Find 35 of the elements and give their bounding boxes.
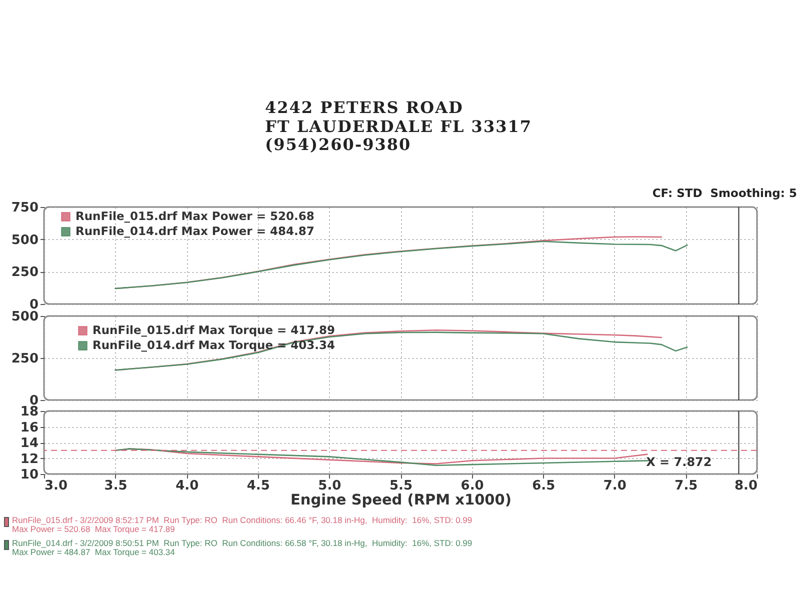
text: RunFile_015.drf - 3/2/2009 8:52:17 PM Run Type: RO Run Conditions: 66.46 °F, 30.18 in-Hg, Humidity: 16%, STD: 0.99	[12, 515, 472, 525]
text: RunFile_014.drf - 3/2/2009 8:50:51 PM Run Type: RO Run Conditions: 66.58 °F, 30.18 in-Hg, Humidity: 16%, STD: 0.99	[12, 538, 472, 548]
text: 4242 PETERS ROAD	[265, 98, 464, 118]
text: Max Power = 520.68 Max Torque = 417.89	[12, 524, 175, 534]
legend-label: RunFile_014.drf Max Power = 484.87	[76, 224, 314, 238]
y-tick-label: 12	[20, 452, 38, 467]
x-tick-label: 5.5	[389, 478, 413, 494]
y-tick-label: 750	[11, 200, 38, 216]
text: (954)260-9380	[265, 135, 412, 154]
y-tick-label: 10	[20, 468, 38, 482]
y-tick-label: 500	[11, 310, 38, 324]
y-tick-label: 18	[20, 404, 38, 420]
y-tick-label: 14	[20, 436, 38, 451]
legend-label: RunFile_015.drf Max Torque = 417.89	[92, 322, 336, 337]
x-tick-label: 4.5	[246, 478, 270, 494]
y-tick-label: 0	[29, 298, 38, 312]
x-tick-label: 4.0	[176, 478, 199, 494]
legend-label: RunFile_015.drf Max Power = 520.68	[76, 208, 314, 223]
x-tick-label: 6.5	[532, 478, 556, 494]
x-axis-title: Engine Speed (RPM x1000)	[290, 492, 512, 508]
x-tick-label: 8.0	[734, 478, 758, 494]
x-tick-label: 6.0	[460, 478, 484, 494]
text: CF: STD Smoothing: 5	[652, 186, 797, 200]
x-tick-label: 3.5	[104, 478, 128, 494]
x-tick-label: 3.0	[44, 478, 68, 494]
text: Max Power = 484.87 Max Torque = 403.34	[12, 547, 175, 557]
x-tick-label: 5.0	[318, 478, 342, 494]
y-tick-label: 250	[11, 265, 38, 280]
x-tick-label: 7.0	[603, 478, 626, 494]
text: FT LAUDERDALE FL 33317	[265, 116, 532, 136]
y-tick-label: 16	[20, 420, 38, 436]
y-tick-label: 250	[11, 352, 38, 366]
x-tick-label: 7.5	[674, 478, 698, 494]
y-tick-label: 500	[11, 232, 38, 248]
ref-line-label: X = 7.872	[646, 455, 712, 469]
